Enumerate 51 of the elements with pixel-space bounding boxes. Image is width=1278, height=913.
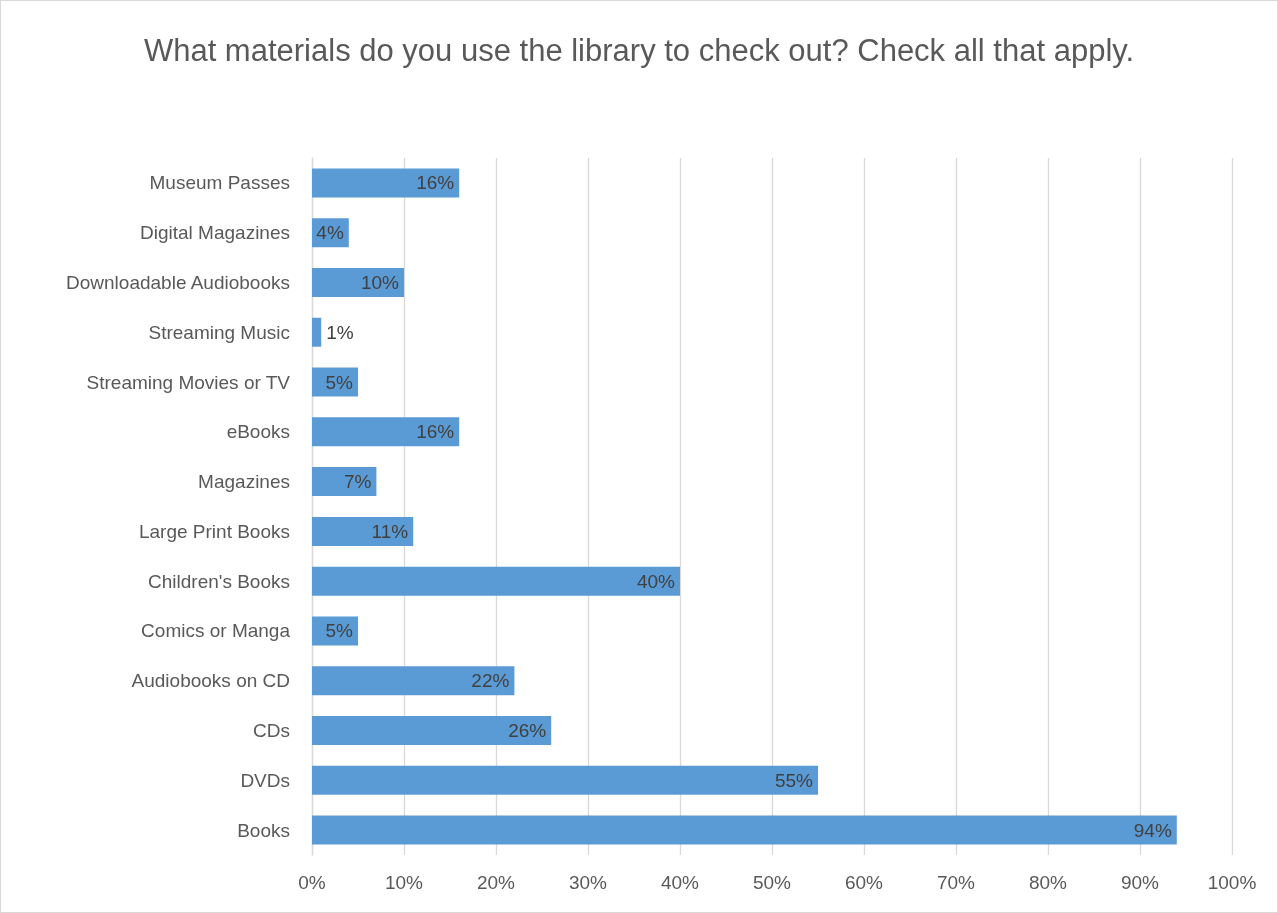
data-label: 55% xyxy=(774,769,814,791)
y-tick-label: Downloadable Audiobooks xyxy=(66,271,290,293)
x-tick-label: 50% xyxy=(752,872,792,893)
y-tick-label: Streaming Movies or TV xyxy=(86,371,291,393)
bar xyxy=(312,417,460,447)
bar xyxy=(312,716,552,746)
y-tick-label: Children's Books xyxy=(148,570,290,592)
x-tick-label: 70% xyxy=(936,872,976,893)
data-label: 7% xyxy=(343,471,372,493)
y-tick-label: CDs xyxy=(253,720,290,742)
data-label: 26% xyxy=(508,720,547,742)
data-label: 16% xyxy=(416,421,455,443)
bar xyxy=(312,765,818,795)
bar xyxy=(312,317,322,347)
y-tick-label: eBooks xyxy=(226,421,290,443)
y-tick-label: Museum Passes xyxy=(149,172,290,194)
data-label: 22% xyxy=(471,670,510,692)
data-label: 94% xyxy=(1133,819,1172,841)
y-tick-label: Books xyxy=(237,819,290,841)
bar xyxy=(312,516,414,546)
data-label: 5% xyxy=(325,371,354,393)
bar xyxy=(312,666,515,696)
chart-title: What materials do you use the library to check out? Check all that apply. xyxy=(143,32,1135,68)
x-tick-label: 30% xyxy=(568,872,608,893)
data-label: 40% xyxy=(636,570,676,592)
y-tick-label: Audiobooks on CD xyxy=(131,670,290,692)
x-tick-label: 10% xyxy=(384,872,424,893)
x-tick-label: 90% xyxy=(1120,872,1160,893)
data-label: 11% xyxy=(371,520,409,542)
data-label: 1% xyxy=(326,321,354,343)
bar xyxy=(312,815,1177,845)
y-tick-label: Digital Magazines xyxy=(140,222,290,244)
y-tick-label: Magazines xyxy=(198,471,290,493)
y-tick-label: Large Print Books xyxy=(138,520,290,542)
bar xyxy=(312,168,460,198)
data-label: 10% xyxy=(360,271,400,293)
data-label: 16% xyxy=(416,172,455,194)
data-label: 4% xyxy=(316,222,344,244)
x-tick-label: 40% xyxy=(660,872,700,893)
data-label: 5% xyxy=(325,620,354,642)
y-tick-label: Streaming Music xyxy=(148,321,290,343)
y-tick-label: DVDs xyxy=(240,769,290,791)
x-tick-label: 100% xyxy=(1207,872,1257,893)
x-tick-label: 80% xyxy=(1028,872,1068,893)
y-tick-label: Comics or Manga xyxy=(141,620,291,642)
bar xyxy=(312,467,377,497)
x-tick-label: 0% xyxy=(298,872,326,893)
x-tick-label: 60% xyxy=(844,872,884,893)
bar xyxy=(312,267,404,297)
bar xyxy=(312,566,680,596)
x-tick-label: 20% xyxy=(476,872,516,893)
